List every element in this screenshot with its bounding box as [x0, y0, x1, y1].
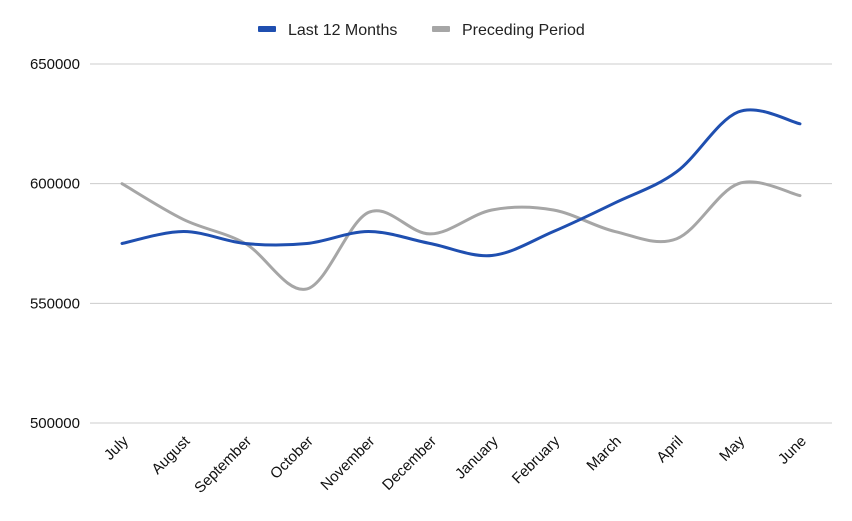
legend-item-last-12-months: Last 12 Months — [258, 22, 397, 39]
x-tick-label: December — [379, 433, 440, 494]
x-tick-label: November — [317, 433, 378, 494]
y-tick-label: 650000 — [30, 56, 80, 73]
series-line-last-12-months — [120, 108, 802, 258]
x-tick-label: October — [267, 433, 317, 483]
chart-legend: Last 12 Months Preceding Period — [258, 22, 585, 39]
x-tick-label: January — [452, 432, 502, 482]
chart-gridlines — [90, 63, 832, 424]
x-tick-label: February — [509, 432, 564, 487]
x-tick-label: April — [653, 433, 686, 466]
y-axis: 500000 550000 600000 650000 — [30, 56, 80, 432]
y-tick-label: 600000 — [30, 176, 80, 193]
legend-swatch — [258, 26, 276, 32]
y-tick-label: 500000 — [30, 415, 80, 432]
x-tick-label: August — [148, 432, 194, 478]
legend-label: Last 12 Months — [288, 22, 397, 39]
series-line-preceding-period — [120, 180, 802, 291]
x-tick-label: September — [191, 433, 255, 497]
x-tick-label: March — [583, 433, 624, 474]
x-tick-label: July — [101, 432, 132, 463]
x-tick-label: May — [716, 432, 748, 464]
legend-swatch — [432, 26, 450, 32]
y-tick-label: 550000 — [30, 295, 80, 312]
legend-item-preceding-period: Preceding Period — [432, 22, 585, 39]
legend-label: Preceding Period — [462, 22, 585, 39]
x-tick-label: June — [775, 433, 810, 468]
chart-series — [120, 108, 802, 291]
